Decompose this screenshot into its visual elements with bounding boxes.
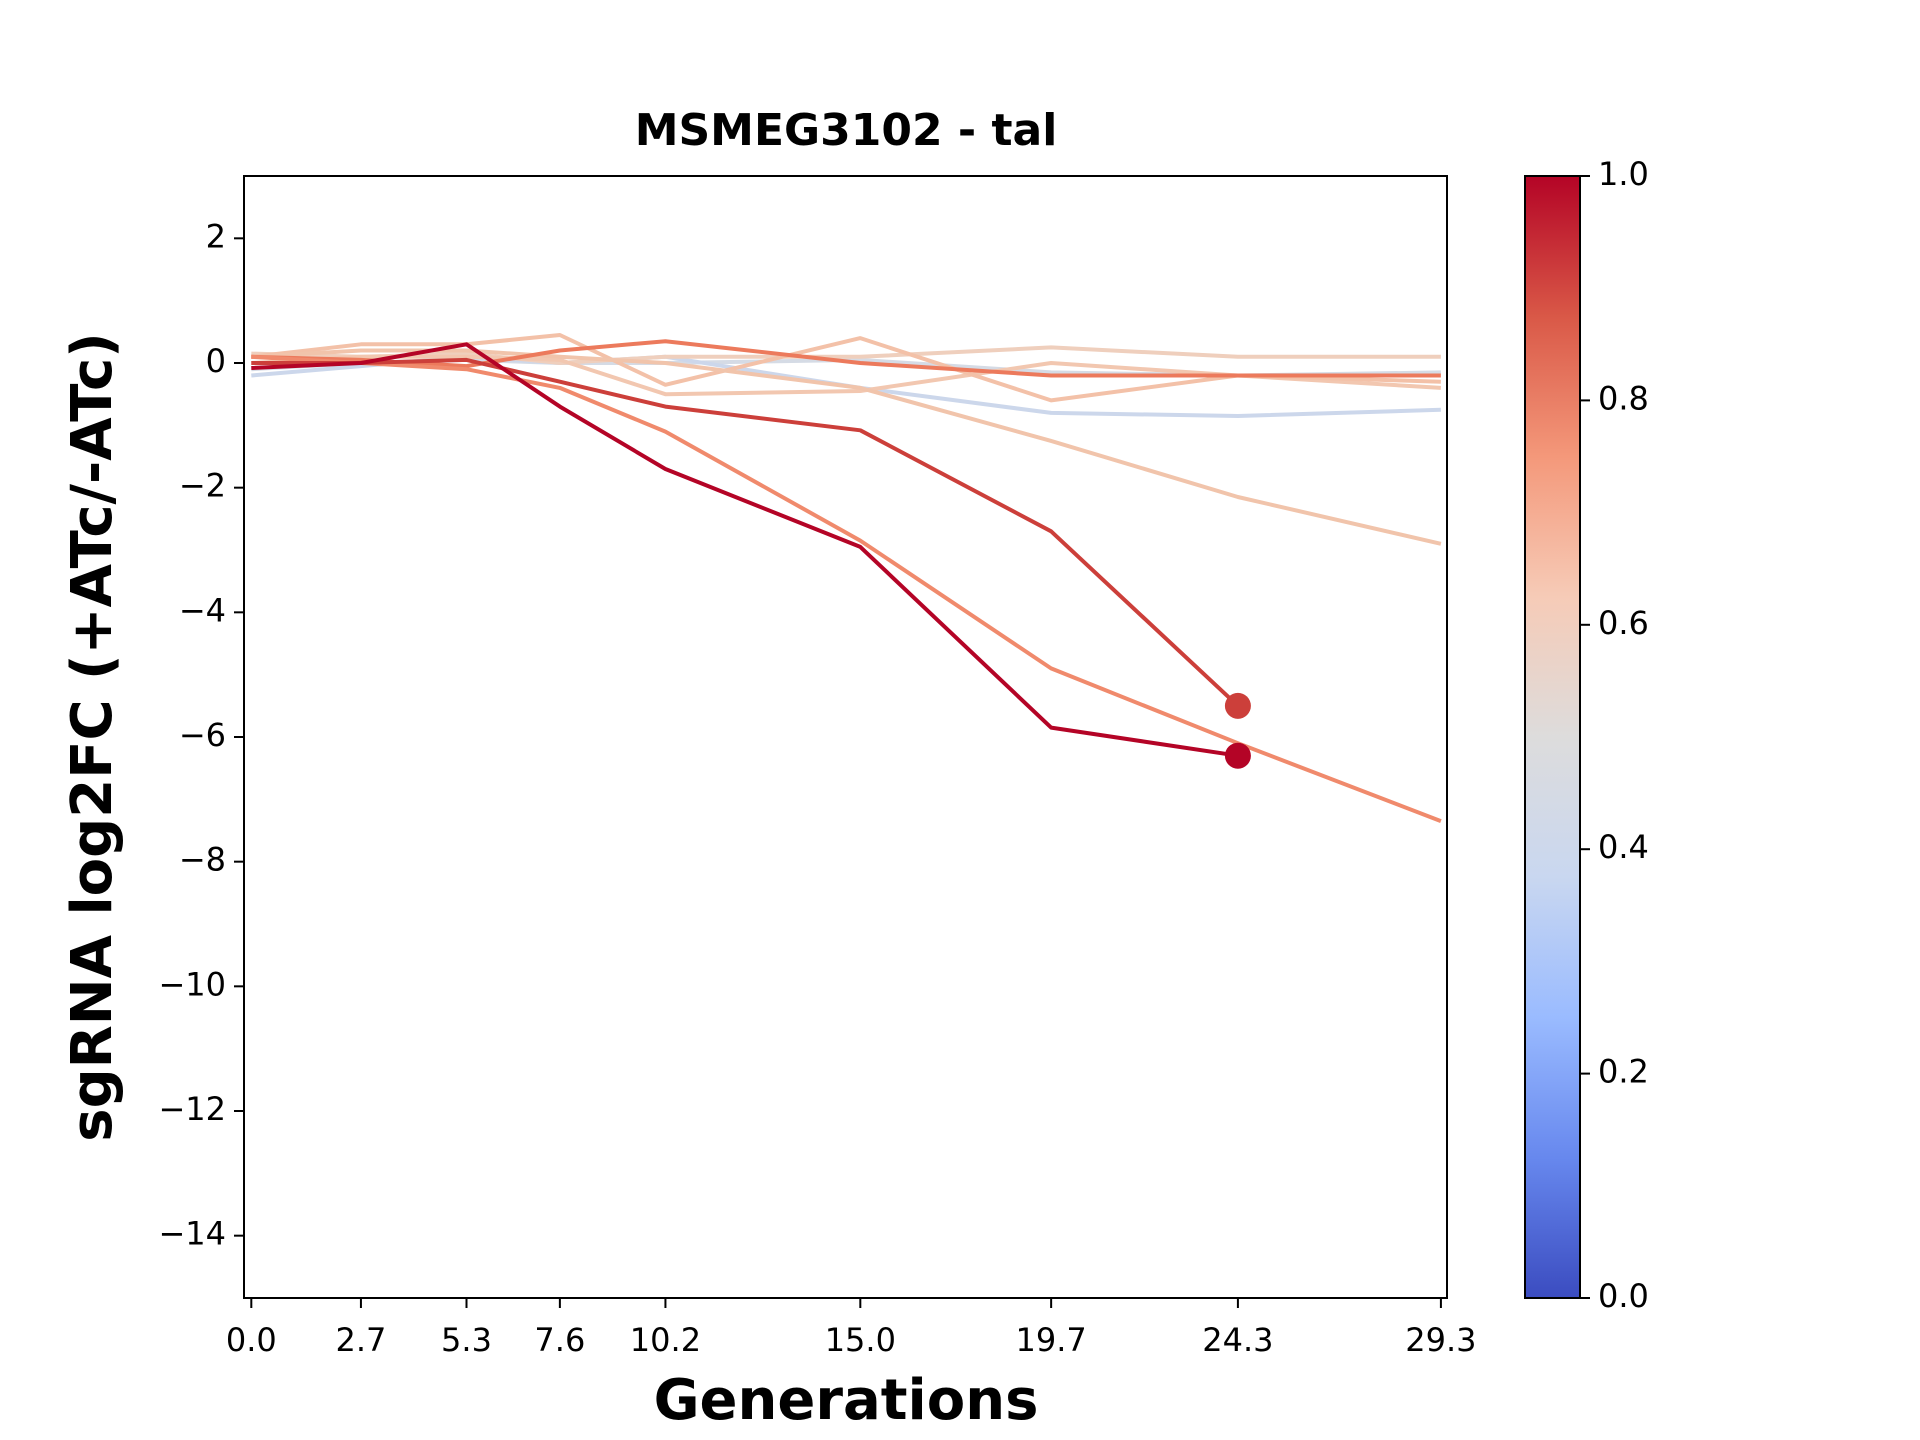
end-marker [1224, 742, 1251, 769]
y-tick-label: −12 [158, 1090, 226, 1128]
x-tick-label: 5.3 [441, 1321, 492, 1359]
colorbar-tick-label: 1.0 [1598, 155, 1649, 193]
colorbar [1524, 175, 1581, 1299]
y-tick-label: 2 [206, 217, 226, 255]
chart-title: MSMEG3102 - tal [635, 105, 1058, 156]
x-tick-label: 7.6 [534, 1321, 585, 1359]
plot-frame [243, 175, 1448, 1299]
y-tick-label: −6 [179, 716, 226, 754]
colorbar-tick-label: 0.2 [1598, 1053, 1649, 1091]
series-line [251, 354, 1442, 823]
series-line [251, 333, 1441, 403]
x-axis-label: Generations [654, 1368, 1039, 1433]
end-marker [1224, 692, 1251, 719]
x-tick-label: 0.0 [226, 1321, 277, 1359]
y-tick-label: −2 [179, 467, 226, 505]
x-tick-label: 2.7 [335, 1321, 386, 1359]
x-tick-label: 29.3 [1405, 1321, 1476, 1359]
x-tick-label: 10.2 [630, 1321, 701, 1359]
x-tick-label: 15.0 [825, 1321, 896, 1359]
colorbar-tick-label: 0.4 [1598, 828, 1649, 866]
colorbar-tick-label: 0.6 [1598, 604, 1649, 642]
y-tick-label: −8 [179, 841, 226, 879]
colorbar-tick-label: 0.8 [1598, 379, 1649, 417]
x-tick-label: 24.3 [1202, 1321, 1273, 1359]
series-line [251, 342, 1239, 758]
y-axis-label: sgRNA log2FC (+ATc/-ATc) [60, 332, 125, 1142]
y-tick-label: 0 [206, 342, 226, 380]
y-tick-label: −14 [158, 1215, 226, 1253]
series-line [251, 357, 1240, 708]
y-tick-label: −4 [179, 591, 226, 629]
colorbar-tick-label: 0.0 [1598, 1277, 1649, 1315]
y-tick-label: −10 [158, 965, 226, 1003]
x-tick-label: 19.7 [1016, 1321, 1087, 1359]
series-line [251, 348, 1442, 546]
